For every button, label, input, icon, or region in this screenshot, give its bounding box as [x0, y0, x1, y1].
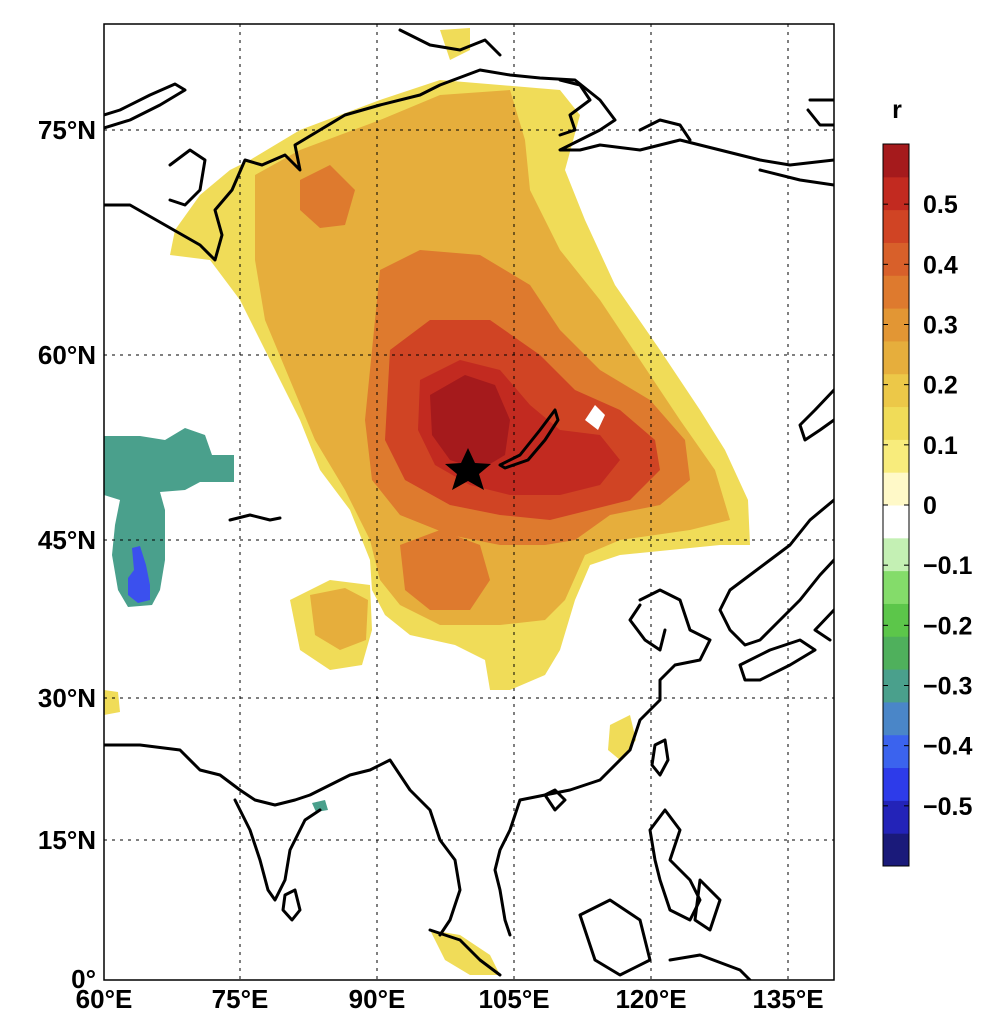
- colorbar-step: [883, 833, 909, 867]
- colorbar-title: r: [892, 96, 902, 124]
- station-star-marker: [445, 448, 491, 490]
- region-r-0.35-tibet: [400, 530, 490, 610]
- coastlines: [104, 28, 834, 980]
- colorbar-step: [883, 701, 909, 736]
- colorbar-tick-label: −0.2: [923, 612, 972, 640]
- plot-frame: [103, 23, 835, 981]
- colorbar-tick-label: 0.3: [923, 312, 958, 340]
- colorbar-tick-label: −0.3: [923, 673, 972, 701]
- colorbar-tick-label: 0.2: [923, 372, 958, 400]
- colorbar-step: [883, 144, 909, 178]
- colorbar-tick-label: 0.1: [923, 432, 958, 460]
- colorbar-step: [883, 275, 909, 309]
- x-tick-label: 120°E: [615, 984, 686, 1014]
- colorbar-step: [883, 176, 909, 211]
- colorbar-step: [883, 406, 909, 440]
- colorbar-step: [883, 734, 909, 769]
- y-tick-label: 15°N: [38, 825, 96, 855]
- colorbar: r 0.5 0.4 0.3 0.2 0.1 0 −0.1 −0.2 −0.3 −0.4 −0.5: [882, 96, 972, 867]
- graticule: [104, 24, 834, 980]
- x-tick-label: 60°E: [76, 984, 133, 1014]
- colorbar-tick-label: 0.4: [923, 251, 958, 279]
- y-axis-labels: 0° 15°N 30°N 45°N 60°N 75°N: [38, 115, 96, 994]
- region-r-0.15-north: [440, 28, 470, 60]
- region-r-neg0.45: [128, 546, 150, 603]
- colorbar-step: [883, 340, 909, 375]
- correlation-field: [104, 28, 750, 975]
- region-r-0.6: [430, 375, 510, 470]
- y-tick-label: 45°N: [38, 525, 96, 555]
- colorbar-step: [883, 242, 909, 276]
- region-r-neg0.3: [104, 428, 234, 607]
- colorbar-tick-label: −0.1: [923, 552, 972, 580]
- region-r-0.35-taymyr: [300, 165, 355, 228]
- colorbar-tick-label: −0.5: [923, 793, 972, 821]
- colorbar-step: [883, 603, 909, 637]
- x-axis-labels: 60°E 75°E 90°E 105°E 120°E 135°E: [76, 984, 824, 1014]
- colorbar-step: [883, 472, 909, 506]
- colorbar-tick-label: 0: [923, 492, 937, 520]
- colorbar-step: [883, 767, 909, 801]
- x-tick-label: 75°E: [212, 984, 269, 1014]
- x-tick-label: 105°E: [478, 984, 549, 1014]
- colorbar-step: [883, 636, 909, 670]
- x-tick-label: 90°E: [349, 984, 406, 1014]
- colorbar-step: [883, 373, 909, 408]
- colorbar-tick-label: 0.5: [923, 191, 958, 219]
- y-tick-label: 75°N: [38, 115, 96, 145]
- colorbar-steps: [883, 144, 909, 867]
- region-r-neg0.3-small: [312, 800, 328, 812]
- x-tick-label: 135°E: [752, 984, 823, 1014]
- colorbar-tick-label: −0.4: [923, 733, 972, 761]
- colorbar-step: [883, 570, 909, 604]
- colorbar-ticks: 0.5 0.4 0.3 0.2 0.1 0 −0.1 −0.2 −0.3 −0.4 −0.5: [883, 191, 972, 821]
- region-r-0-hole: [585, 405, 605, 430]
- colorbar-step: [883, 537, 909, 572]
- y-tick-label: 60°N: [38, 340, 96, 370]
- y-tick-label: 30°N: [38, 683, 96, 713]
- region-r-0.15-edge: [104, 690, 120, 715]
- region-r-0.15-se: [608, 715, 636, 760]
- region-r-0.25-sw: [310, 588, 368, 650]
- colorbar-step: [883, 209, 909, 243]
- colorbar-step: [883, 505, 909, 539]
- y-tick-label: 0°: [71, 964, 96, 994]
